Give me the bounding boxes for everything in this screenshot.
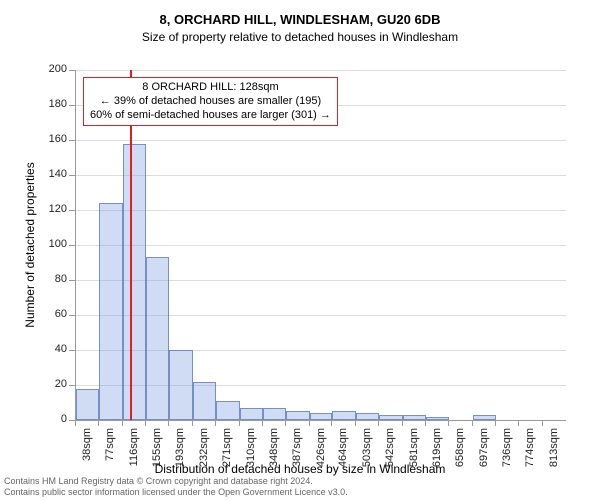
xtick-label: 542sqm [384,428,396,478]
xtick-mark [122,420,123,426]
gridline [76,245,566,246]
ytick-mark [69,245,75,246]
xtick-label: 193sqm [174,428,186,478]
chart-title: 8, ORCHARD HILL, WINDLESHAM, GU20 6DB [0,12,600,27]
ytick-mark [69,350,75,351]
xtick-mark [239,420,240,426]
xtick-label: 77sqm [104,428,116,478]
histogram-bar [99,203,122,420]
xtick-mark [495,420,496,426]
histogram-bar [146,257,169,420]
xtick-mark [98,420,99,426]
gridline [76,140,566,141]
xtick-label: 348sqm [268,428,280,478]
histogram-bar [379,415,402,420]
histogram-bar [426,417,449,421]
ytick-label: 160 [37,133,67,145]
xtick-mark [472,420,473,426]
xtick-label: 774sqm [524,428,536,478]
annotation-line1: 8 ORCHARD HILL: 128sqm [90,81,331,95]
xtick-mark [145,420,146,426]
histogram-bar [356,413,379,420]
ytick-label: 60 [37,308,67,320]
xtick-label: 387sqm [291,428,303,478]
y-axis-label: Number of detached properties [23,145,37,345]
ytick-mark [69,280,75,281]
xtick-mark [192,420,193,426]
xtick-label: 619sqm [431,428,443,478]
histogram-bar [123,144,146,421]
chart-subtitle: Size of property relative to detached ho… [0,30,600,44]
xtick-label: 464sqm [337,428,349,478]
xtick-label: 116sqm [128,428,140,478]
xtick-mark [309,420,310,426]
histogram-bar [76,389,99,421]
histogram-bar [286,411,309,420]
histogram-bar [169,350,192,420]
gridline [76,70,566,71]
ytick-label: 0 [37,413,67,425]
xtick-label: 232sqm [198,428,210,478]
annotation-box: 8 ORCHARD HILL: 128sqm ← 39% of detached… [83,77,338,126]
ytick-label: 100 [37,238,67,250]
histogram-bar [216,401,239,420]
xtick-mark [448,420,449,426]
ytick-label: 120 [37,203,67,215]
ytick-label: 40 [37,343,67,355]
xtick-label: 310sqm [245,428,257,478]
xtick-mark [518,420,519,426]
gridline [76,175,566,176]
ytick-mark [69,210,75,211]
xtick-mark [355,420,356,426]
xtick-mark [75,420,76,426]
xtick-label: 38sqm [81,428,93,478]
histogram-bar [310,413,333,420]
ytick-label: 80 [37,273,67,285]
plot-area: 8 ORCHARD HILL: 128sqm ← 39% of detached… [75,70,566,421]
histogram-bar [473,415,496,420]
histogram-bar [240,408,263,420]
xtick-mark [402,420,403,426]
ytick-mark [69,105,75,106]
histogram-bar [403,415,426,420]
xtick-mark [262,420,263,426]
ytick-mark [69,315,75,316]
xtick-mark [425,420,426,426]
ytick-label: 140 [37,168,67,180]
histogram-bar [193,382,216,421]
ytick-label: 200 [37,63,67,75]
xtick-label: 503sqm [361,428,373,478]
xtick-label: 697sqm [478,428,490,478]
xtick-mark [168,420,169,426]
xtick-label: 426sqm [315,428,327,478]
xtick-mark [215,420,216,426]
xtick-label: 813sqm [548,428,560,478]
ytick-mark [69,385,75,386]
annotation-line2: ← 39% of detached houses are smaller (19… [90,95,331,109]
xtick-mark [285,420,286,426]
footer-line1: Contains HM Land Registry data © Crown c… [4,476,348,487]
footer-attribution: Contains HM Land Registry data © Crown c… [4,476,348,498]
xtick-label: 581sqm [408,428,420,478]
footer-line2: Contains public sector information licen… [4,487,348,498]
xtick-label: 155sqm [151,428,163,478]
xtick-label: 658sqm [454,428,466,478]
annotation-line3: 60% of semi-detached houses are larger (… [90,109,331,123]
ytick-label: 180 [37,98,67,110]
xtick-mark [378,420,379,426]
ytick-mark [69,175,75,176]
ytick-mark [69,140,75,141]
xtick-mark [542,420,543,426]
ytick-label: 20 [37,378,67,390]
histogram-bar [263,408,286,420]
ytick-mark [69,70,75,71]
chart-stage: 8, ORCHARD HILL, WINDLESHAM, GU20 6DB Si… [0,0,600,500]
xtick-mark [331,420,332,426]
xtick-label: 271sqm [221,428,233,478]
histogram-bar [332,411,355,420]
xtick-label: 736sqm [501,428,513,478]
gridline [76,210,566,211]
